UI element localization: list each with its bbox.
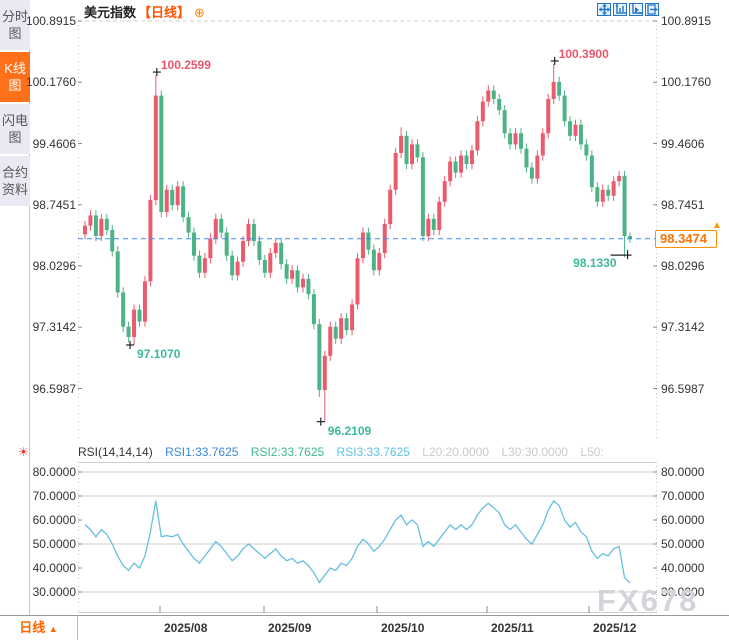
y-axis-scale-icon[interactable] xyxy=(613,3,627,16)
period-selector[interactable]: 日线 ▲ xyxy=(0,616,78,640)
rsi-tick: 30.0000 xyxy=(661,585,705,599)
sidebar: 分时图 K线图 闪电图 合约资料 xyxy=(0,0,30,615)
x-axis-label: 2025/12 xyxy=(593,621,637,635)
price-tick: 96.5987 xyxy=(32,382,76,396)
x-axis-label: 2025/10 xyxy=(381,621,425,635)
crosshair-move-icon[interactable] xyxy=(597,3,611,16)
price-annotation-low-dec: 98.1330 xyxy=(573,256,617,271)
price-annotation-low-sep: 96.2109 xyxy=(327,423,372,438)
rsi-settings-icon[interactable]: ☀ xyxy=(18,445,29,459)
rsi-header: RSI(14,14,14) RSI1:33.7625 RSI2:33.7625 … xyxy=(78,445,657,461)
rsi-tick: 70.0000 xyxy=(661,489,705,503)
chart-toolbar xyxy=(597,3,659,16)
price-annotation-high-jul: 100.2599 xyxy=(160,58,211,73)
add-indicator-icon[interactable]: ⊕ xyxy=(194,5,205,20)
rsi-l20-level: L20:20.0000 xyxy=(422,445,489,459)
x-axis-label: 2025/08 xyxy=(164,621,208,635)
rsi-chart[interactable] xyxy=(78,462,657,613)
price-tick: 98.7451 xyxy=(661,198,705,212)
price-annotation-high-nov: 100.3900 xyxy=(558,46,609,61)
x-axis-label: 2025/09 xyxy=(268,621,312,635)
price-tick: 100.1760 xyxy=(25,75,76,89)
price-tick: 98.7451 xyxy=(32,198,76,212)
sidebar-tab-contract-info[interactable]: 合约资料 xyxy=(0,156,30,206)
watermark: FX678 xyxy=(597,583,699,618)
period-tag: 【日线】 xyxy=(138,5,191,20)
price-tick: 97.3142 xyxy=(32,320,76,334)
rsi-l30-level: L30:30.0000 xyxy=(501,445,569,459)
candlestick-chart[interactable]: 100.2599 100.3900 97.1070 96.2109 98.133… xyxy=(78,0,657,442)
rsi-l50-level: L50: xyxy=(580,445,604,459)
restore-view-icon[interactable] xyxy=(645,3,659,16)
instrument-title: 美元指数 xyxy=(84,5,137,20)
rsi-tick: 80.0000 xyxy=(661,465,705,479)
rsi-tick: 40.0000 xyxy=(661,561,705,575)
rsi-tick: 60.0000 xyxy=(32,513,76,527)
chevron-up-icon: ▲ xyxy=(48,624,58,634)
rsi-tick: 50.0000 xyxy=(661,537,705,551)
price-tick: 100.1760 xyxy=(661,75,712,89)
price-annotation-low-jul: 97.1070 xyxy=(137,346,181,361)
rsi-tick: 60.0000 xyxy=(661,513,705,527)
period-selector-label: 日线 xyxy=(19,620,46,635)
price-tick: 98.0296 xyxy=(32,259,76,273)
price-up-arrow-icon: ▲ xyxy=(712,220,722,231)
current-price-box: 98.3474 xyxy=(655,230,717,248)
rsi3-value: RSI3:33.7625 xyxy=(336,445,410,459)
price-tick: 100.8915 xyxy=(25,14,76,28)
rsi-tick: 30.0000 xyxy=(32,585,76,599)
x-axis-label: 2025/11 xyxy=(491,621,534,635)
chart-titlebar: 美元指数 【日线】 ⊕ xyxy=(84,2,205,21)
x-axis-scale-icon[interactable] xyxy=(629,3,643,16)
rsi-tick: 70.0000 xyxy=(32,489,76,503)
sidebar-tab-kline-chart[interactable]: K线图 xyxy=(0,52,30,102)
price-tick: 96.5987 xyxy=(661,382,705,396)
rsi-tick: 80.0000 xyxy=(32,465,76,479)
price-tick: 99.4606 xyxy=(661,137,705,151)
sidebar-tab-lightning-chart[interactable]: 闪电图 xyxy=(0,104,30,154)
price-tick: 99.4606 xyxy=(32,137,76,151)
price-tick: 98.0296 xyxy=(661,259,705,273)
rsi-tick: 50.0000 xyxy=(32,537,76,551)
price-tick: 100.8915 xyxy=(661,14,712,28)
time-axis-bar: 日线 ▲ 2025/08 2025/09 2025/10 2025/11 202… xyxy=(0,615,729,640)
rsi1-value: RSI1:33.7625 xyxy=(165,445,239,459)
rsi2-value: RSI2:33.7625 xyxy=(250,445,325,459)
rsi-indicator-name: RSI(14,14,14) xyxy=(78,445,153,459)
rsi-tick: 40.0000 xyxy=(32,561,76,575)
sidebar-tab-time-chart[interactable]: 分时图 xyxy=(0,0,30,50)
price-tick: 97.3142 xyxy=(661,320,705,334)
